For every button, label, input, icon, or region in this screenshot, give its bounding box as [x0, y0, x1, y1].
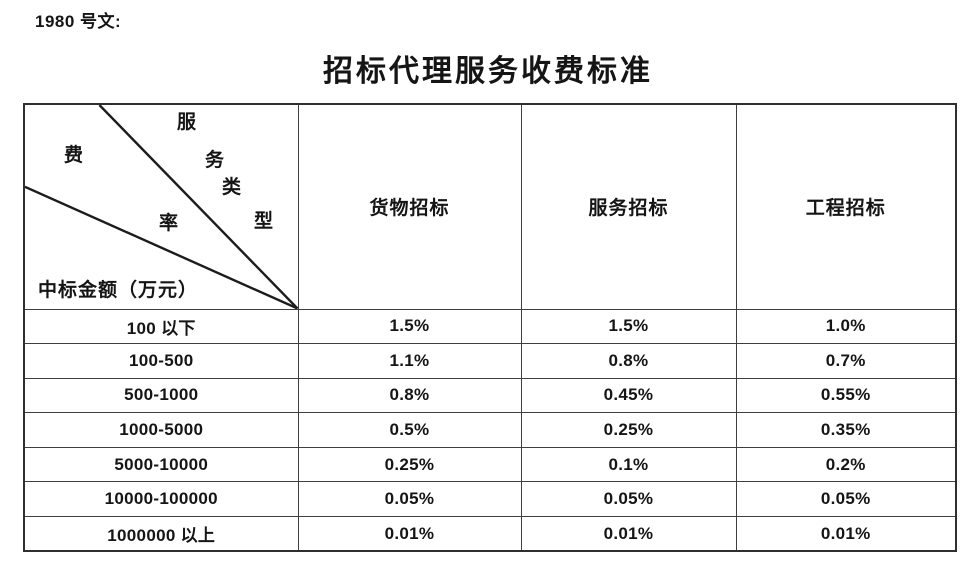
corner-label-service-type-char: 服 — [177, 112, 197, 133]
rate-value: 0.8% — [297, 377, 522, 414]
rate-value: 0.25% — [520, 412, 737, 448]
table-row: 10000-100000 0.05% 0.05% 0.05% — [23, 481, 957, 518]
table-row: 5000-10000 0.25% 0.1% 0.2% — [23, 446, 957, 483]
rate-value: 0.35% — [735, 412, 957, 448]
rate-value: 1.5% — [520, 308, 737, 345]
fee-rate-table: 服 务 类 型 费 率 中标金额（万元） 货物招标 服务招标 工程招标 100 … — [23, 103, 957, 553]
amount-range: 100-500 — [23, 343, 299, 379]
table-row: 500-1000 0.8% 0.45% 0.55% — [23, 377, 957, 414]
page-title: 招标代理服务收费标准 — [323, 55, 653, 88]
corner-label-service-type-char: 务 — [205, 150, 225, 171]
amount-range: 5000-10000 — [23, 446, 299, 483]
rate-value: 0.05% — [297, 481, 522, 518]
column-header-goods: 货物招标 — [297, 103, 522, 310]
column-header-engineering: 工程招标 — [735, 103, 957, 310]
corner-label-service-type-char: 类 — [222, 177, 242, 198]
rate-value: 0.2% — [735, 446, 957, 483]
doc-reference: 1980 号文: — [35, 12, 122, 31]
rate-value: 0.05% — [520, 481, 737, 518]
rate-value: 0.01% — [735, 516, 957, 552]
table-row: 1000000 以上 0.01% 0.01% 0.01% — [23, 516, 957, 552]
table-row: 100-500 1.1% 0.8% 0.7% — [23, 343, 957, 379]
amount-range: 1000-5000 — [23, 412, 299, 448]
amount-range: 1000000 以上 — [23, 516, 299, 552]
rate-value: 1.5% — [297, 308, 522, 345]
rate-value: 0.55% — [735, 377, 957, 414]
corner-label-amount: 中标金额（万元） — [38, 280, 199, 301]
column-header-services: 服务招标 — [520, 103, 737, 310]
corner-label-rate-char: 费 — [64, 145, 84, 166]
rate-value: 0.8% — [520, 343, 737, 379]
rate-value: 0.45% — [520, 377, 737, 414]
table-header-row: 服 务 类 型 费 率 中标金额（万元） 货物招标 服务招标 工程招标 — [23, 103, 957, 310]
rate-value: 0.1% — [520, 446, 737, 483]
amount-range: 500-1000 — [23, 377, 299, 414]
diagonal-header: 服 务 类 型 费 率 中标金额（万元） — [25, 105, 297, 308]
corner-label-rate-char: 率 — [159, 213, 179, 234]
rate-value: 1.1% — [297, 343, 522, 379]
rate-value: 0.01% — [297, 516, 522, 552]
rate-value: 0.5% — [297, 412, 522, 448]
amount-range: 10000-100000 — [23, 481, 299, 518]
table-corner-cell: 服 务 类 型 费 率 中标金额（万元） — [23, 103, 299, 310]
table-row: 100 以下 1.5% 1.5% 1.0% — [23, 308, 957, 345]
corner-label-service-type-char: 型 — [254, 211, 274, 232]
amount-range: 100 以下 — [23, 308, 299, 345]
rate-value: 0.05% — [735, 481, 957, 518]
table-row: 1000-5000 0.5% 0.25% 0.35% — [23, 412, 957, 448]
rate-value: 0.7% — [735, 343, 957, 379]
diagonal-lines — [25, 105, 297, 308]
rate-value: 0.25% — [297, 446, 522, 483]
rate-value: 0.01% — [520, 516, 737, 552]
rate-value: 1.0% — [735, 308, 957, 345]
